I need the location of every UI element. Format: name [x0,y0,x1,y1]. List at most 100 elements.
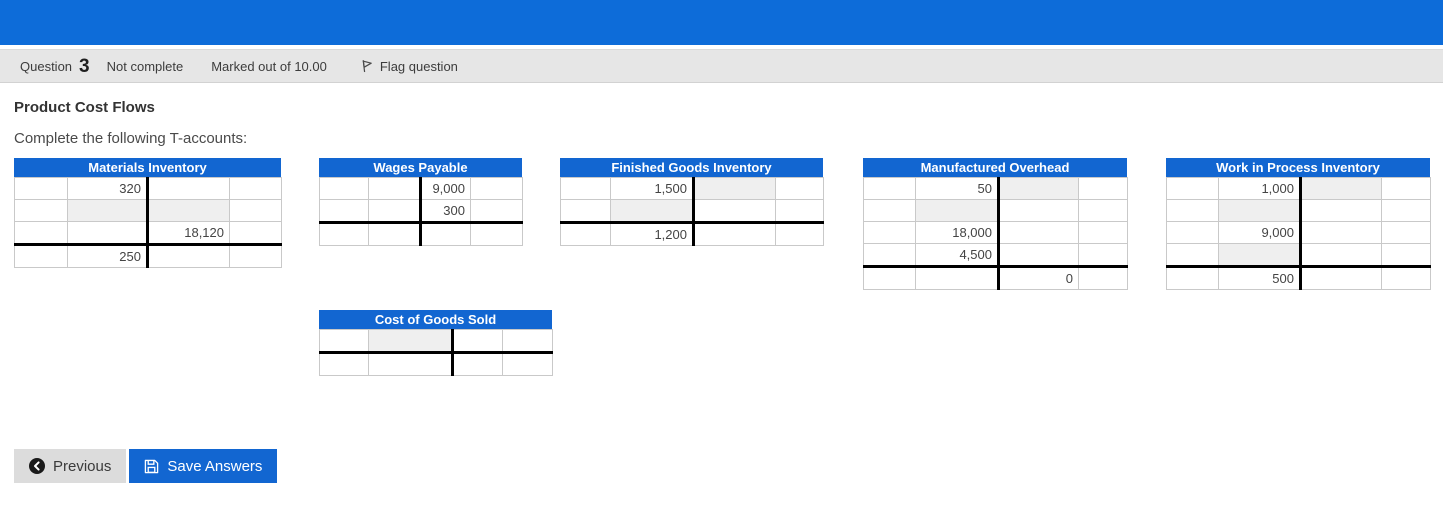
cost-of-goods-sold-title: Cost of Goods Sold [319,310,552,329]
wages-payable-row1-credit-cell: 9,000 [420,177,471,200]
wages-payable-row2-debit-cell [368,199,422,224]
finished-goods-inventory-row1-debit-cell: 1,500 [610,177,695,200]
flag-icon [360,59,373,73]
navigation-buttons: Previous Save Answers [14,449,278,483]
finished-goods-inventory-table: 1,500 1,200 [560,177,824,246]
manufactured-overhead-row2-left-cell [863,199,916,222]
manufactured-overhead-row5-credit-cell: 0 [998,266,1079,290]
finished-goods-inventory-title: Finished Goods Inventory [560,158,823,177]
save-answers-button[interactable]: Save Answers [129,449,278,483]
manufactured-overhead-row2-debit-cell [915,199,1000,222]
finished-goods-inventory-row1-credit-input[interactable] [695,178,775,199]
work-in-process-inventory-row1-left-cell [1166,177,1219,200]
manufactured-overhead-row5-debit-cell [915,266,1000,290]
finished-goods-inventory-row1-credit-cell [693,177,776,200]
instruction-text: Complete the following T-accounts: [14,130,248,147]
cost-of-goods-sold-row1-left-cell [319,329,369,354]
materials-inventory-table: 320 18,120 250 [14,177,282,268]
cost-of-goods-sold-row1-debit-cell [368,329,454,354]
manufactured-overhead-table: 50 18,000 4,500 0 [863,177,1128,290]
materials-inventory-row1-left-cell [14,177,68,200]
manufactured-overhead-row1-right-cell [1078,177,1128,200]
finished-goods-inventory-row3-credit-cell [693,222,776,246]
work-in-process-inventory-table: 1,000 9,000 500 [1166,177,1431,290]
work-in-process-inventory-row3-credit-cell [1300,221,1382,244]
work-in-process-inventory-row5-left-cell [1166,266,1219,290]
materials-inventory-row1-credit-cell [147,177,230,200]
cost-of-goods-sold-row2-credit-cell [452,352,503,376]
materials-inventory-row4-left-cell [14,244,68,268]
question-number: 3 [79,55,90,77]
save-icon [144,459,159,474]
materials-inventory-row2-credit-input[interactable] [149,200,229,221]
materials-inventory-row3-left-cell [14,221,68,246]
materials-inventory-title: Materials Inventory [14,158,281,177]
cost-of-goods-sold-row1-debit-input[interactable] [369,330,450,350]
finished-goods-inventory-row1-right-cell [775,177,824,200]
question-info-bar: Question 3 Not complete Marked out of 10… [0,49,1443,83]
save-answers-button-label: Save Answers [167,457,263,475]
manufactured-overhead-row2-right-cell [1078,199,1128,222]
manufactured-overhead-row3-left-cell [863,221,916,244]
wages-payable-row3-right-cell [470,222,523,246]
materials-inventory-row1-right-cell [229,177,282,200]
work-in-process-inventory-row2-right-cell [1381,199,1431,222]
materials-inventory-row1-debit-cell: 320 [67,177,149,200]
manufactured-overhead-row4-credit-cell [998,243,1079,268]
manufactured-overhead-row4-left-cell [863,243,916,268]
t-account-wages-payable: Wages Payable 9,000 300 [319,158,523,246]
work-in-process-inventory-row2-debit-input[interactable] [1219,200,1298,221]
previous-button[interactable]: Previous [14,449,127,483]
finished-goods-inventory-row2-credit-cell [693,199,776,224]
work-in-process-inventory-row5-debit-cell: 500 [1218,266,1302,290]
materials-inventory-row3-debit-cell [67,221,149,246]
manufactured-overhead-row3-debit-cell: 18,000 [915,221,1000,244]
work-in-process-inventory-row3-right-cell [1381,221,1431,244]
finished-goods-inventory-row2-debit-input[interactable] [611,200,691,220]
finished-goods-inventory-row3-right-cell [775,222,824,246]
work-in-process-inventory-row1-credit-input[interactable] [1302,178,1381,199]
manufactured-overhead-row1-credit-input[interactable] [1000,178,1078,199]
chevron-circle-left-icon [29,458,45,474]
work-in-process-inventory-row1-credit-cell [1300,177,1382,200]
flag-question-label: Flag question [379,58,458,74]
wages-payable-row3-debit-cell [368,222,422,246]
work-in-process-inventory-row3-left-cell [1166,221,1219,244]
cost-of-goods-sold-table [319,329,553,376]
wages-payable-row2-right-cell [470,199,523,224]
flag-question-button[interactable]: Flag question [360,59,458,74]
materials-inventory-row2-debit-cell [67,199,149,222]
materials-inventory-row3-credit-cell: 18,120 [147,221,230,246]
manufactured-overhead-row1-left-cell [863,177,916,200]
manufactured-overhead-row1-debit-cell: 50 [915,177,1000,200]
manufactured-overhead-row2-credit-cell [998,199,1079,222]
materials-inventory-row4-debit-cell: 250 [67,244,149,268]
manufactured-overhead-row5-left-cell [863,266,916,290]
materials-inventory-row2-credit-cell [147,199,230,222]
materials-inventory-row2-debit-input[interactable] [68,200,145,221]
work-in-process-inventory-row5-right-cell [1381,266,1431,290]
work-in-process-inventory-row4-debit-input[interactable] [1219,244,1298,264]
wages-payable-row3-left-cell [319,222,369,246]
finished-goods-inventory-row3-debit-cell: 1,200 [610,222,695,246]
finished-goods-inventory-row2-right-cell [775,199,824,224]
t-account-cost-of-goods-sold: Cost of Goods Sold [319,310,553,376]
wages-payable-row2-left-cell [319,199,369,224]
materials-inventory-row4-credit-cell [147,244,230,268]
cost-of-goods-sold-row2-debit-cell [368,352,454,376]
top-navigation-bar [0,0,1443,45]
manufactured-overhead-title: Manufactured Overhead [863,158,1127,177]
work-in-process-inventory-row4-credit-cell [1300,243,1382,268]
manufactured-overhead-row2-debit-input[interactable] [916,200,996,221]
work-in-process-inventory-row4-debit-cell [1218,243,1302,268]
cost-of-goods-sold-row1-credit-cell [452,329,503,354]
manufactured-overhead-row3-credit-cell [998,221,1079,244]
wages-payable-row1-left-cell [319,177,369,200]
question-status: Not complete [106,58,184,74]
materials-inventory-row2-right-cell [229,199,282,222]
work-in-process-inventory-row2-debit-cell [1218,199,1302,222]
work-in-process-inventory-row4-right-cell [1381,243,1431,268]
materials-inventory-row2-left-cell [14,199,68,222]
materials-inventory-row3-right-cell [229,221,282,246]
